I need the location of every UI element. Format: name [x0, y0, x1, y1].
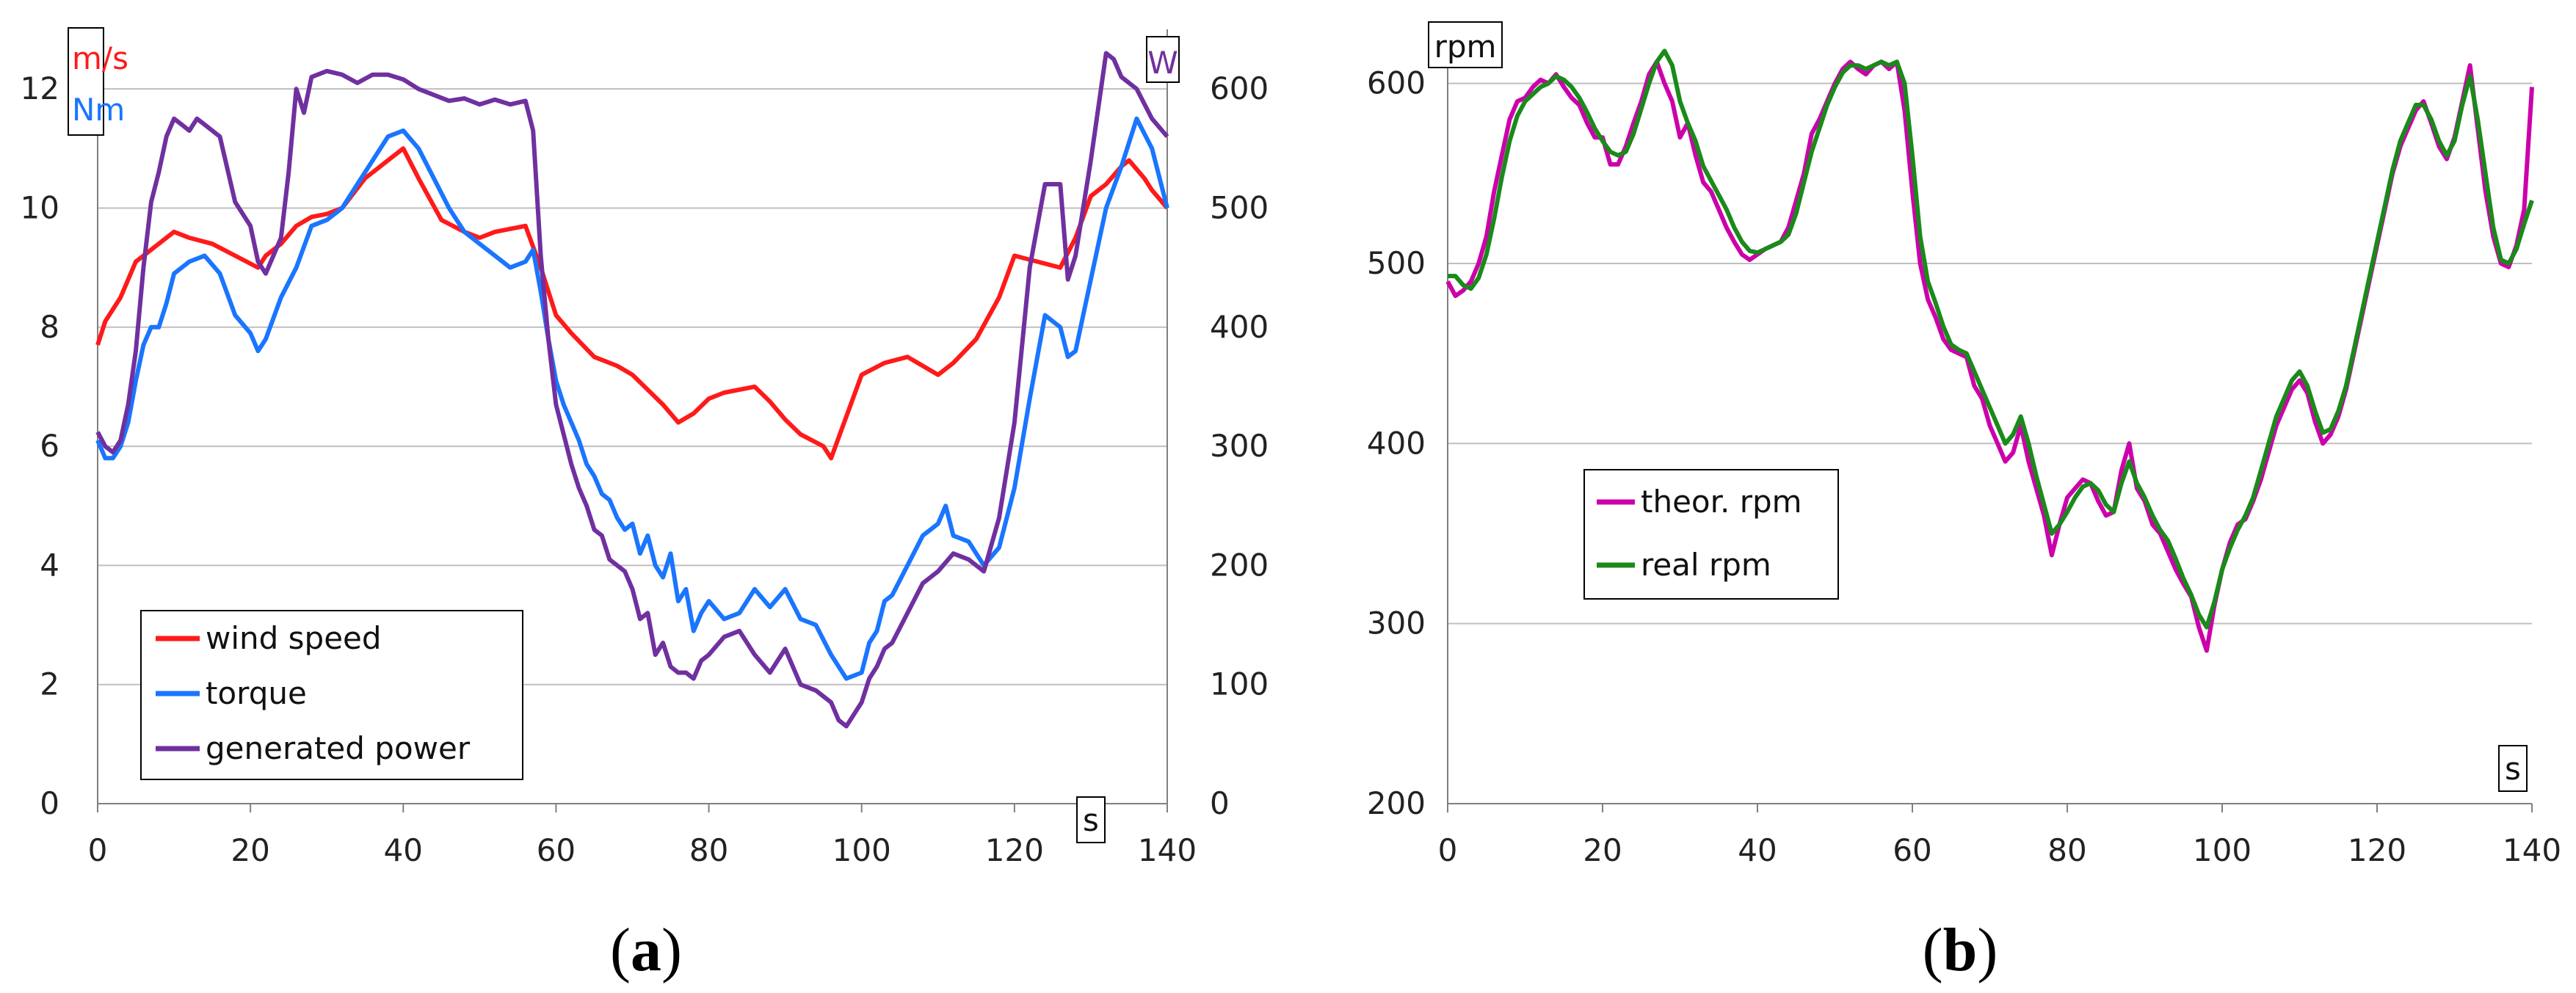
a-y-tick-label: 4 — [40, 547, 59, 583]
b-x-tick-labels: 0 20 40 60 80 100 120 140 — [1438, 832, 2561, 868]
b-legend-label-theor: theor. rpm — [1641, 484, 1802, 520]
b-x-unit: s — [2505, 751, 2521, 787]
a-x-tick-label: 140 — [1138, 832, 1197, 868]
a-series-lines — [95, 51, 1169, 729]
a-x-unit-box — [1076, 796, 1106, 843]
a-x-tick-label: 20 — [231, 832, 269, 868]
a-y-tick-label: 10 — [21, 189, 59, 225]
b-y-unit-box — [1428, 21, 1503, 68]
a-x-unit: s — [1083, 802, 1099, 838]
a-y2-tick-label: 600 — [1210, 70, 1269, 106]
a-x-tick-label: 120 — [985, 832, 1044, 868]
a-y-tick-label: 6 — [40, 428, 59, 464]
panel-b: 200 300 400 500 600 0 20 40 60 80 100 120 140 rpm s… — [1367, 21, 2561, 984]
b-axes — [1447, 29, 2533, 812]
a-y2-tick-label: 500 — [1210, 189, 1269, 225]
a-y-unit-wind: m/s — [72, 40, 128, 76]
a-caption: (a) — [610, 916, 682, 984]
a-y-tick-label: 2 — [40, 666, 59, 702]
b-x-tick-label: 0 — [1438, 832, 1458, 868]
b-y-tick-label: 500 — [1367, 245, 1426, 281]
a-series-torque — [95, 116, 1169, 681]
a-y-tick-labels: 0 2 4 6 8 10 12 — [21, 70, 59, 821]
a-y2-tick-labels: 0 100 200 300 400 500 600 — [1210, 70, 1269, 821]
b-caption: (b) — [1923, 916, 1998, 984]
b-legend: theor. rpm real rpm — [1583, 469, 1839, 600]
b-y-tick-label: 400 — [1367, 425, 1426, 461]
a-series-generated-power — [95, 51, 1169, 729]
a-x-tick-labels: 0 20 40 60 80 100 120 140 — [88, 832, 1197, 868]
a-y-unit-box — [68, 27, 104, 136]
a-y-unit-torque: Nm — [72, 92, 125, 128]
b-x-tick-label: 140 — [2503, 832, 2561, 868]
b-series-real-rpm — [1448, 48, 2534, 630]
b-y-unit: rpm — [1434, 29, 1497, 65]
a-y2-unit-box — [1146, 36, 1180, 83]
a-axes — [97, 29, 1168, 812]
a-x-tick-label: 0 — [88, 832, 108, 868]
b-x-tick-label: 80 — [2047, 832, 2086, 868]
a-series-wind-speed — [95, 146, 1169, 461]
a-x-tick-label: 40 — [384, 832, 423, 868]
a-x-tick-label: 80 — [689, 832, 728, 868]
b-series-lines — [1445, 48, 2534, 653]
b-x-unit-box — [2498, 745, 2528, 792]
a-y2-tick-label: 400 — [1210, 309, 1269, 345]
a-gridlines — [98, 88, 1167, 685]
a-x-tick-label: 100 — [832, 832, 891, 868]
a-x-tick-label: 60 — [537, 832, 576, 868]
a-y2-tick-label: 0 — [1210, 785, 1230, 821]
a-y2-unit: W — [1147, 45, 1178, 81]
a-y-tick-label: 12 — [21, 70, 59, 106]
b-x-tick-label: 40 — [1738, 832, 1777, 868]
a-y-tick-label: 8 — [40, 309, 59, 345]
b-x-tick-label: 120 — [2348, 832, 2406, 868]
b-x-tick-label: 60 — [1893, 832, 1931, 868]
b-y-tick-labels: 200 300 400 500 600 — [1367, 65, 1426, 821]
panel-a: 0 2 4 6 8 10 12 0 100 200 300 400 500 600 0 20 40 60 80 1… — [21, 27, 1269, 984]
a-legend-label-wind: wind speed — [206, 620, 382, 656]
b-y-tick-label: 600 — [1367, 65, 1426, 101]
b-x-tick-label: 100 — [2193, 832, 2252, 868]
b-legend-label-real: real rpm — [1641, 547, 1771, 583]
a-y2-tick-label: 300 — [1210, 428, 1269, 464]
a-y-tick-label: 0 — [40, 785, 59, 821]
a-legend-label-torque: torque — [206, 675, 307, 711]
a-y2-tick-label: 100 — [1210, 666, 1269, 702]
a-legend: wind speed torque generated power — [140, 610, 523, 780]
b-y-tick-label: 300 — [1367, 605, 1426, 641]
b-y-tick-label: 200 — [1367, 785, 1426, 821]
a-legend-box — [140, 610, 523, 780]
b-legend-box — [1583, 469, 1839, 600]
a-y2-tick-label: 200 — [1210, 547, 1269, 583]
b-gridlines — [1448, 82, 2532, 625]
a-legend-label-power: generated power — [206, 730, 471, 766]
b-x-tick-label: 20 — [1583, 832, 1622, 868]
